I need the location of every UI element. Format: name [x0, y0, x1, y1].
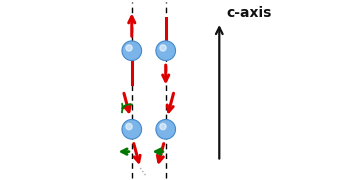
Circle shape: [122, 41, 141, 60]
Circle shape: [122, 120, 141, 139]
Text: c-axis: c-axis: [226, 6, 272, 20]
Circle shape: [160, 123, 166, 130]
Circle shape: [160, 45, 166, 51]
Circle shape: [156, 120, 176, 139]
Circle shape: [126, 45, 132, 51]
Circle shape: [156, 41, 176, 60]
Circle shape: [126, 123, 132, 130]
